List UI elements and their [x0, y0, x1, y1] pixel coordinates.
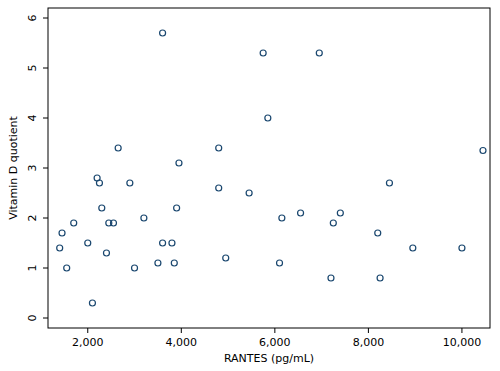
point	[176, 160, 182, 166]
x-tick-label: 2,000	[72, 336, 104, 349]
point	[410, 245, 416, 251]
x-axis-label: RANTES (pg/mL)	[224, 352, 314, 365]
point	[216, 185, 222, 191]
x-tick-label: 10,000	[443, 336, 482, 349]
y-tick	[43, 168, 48, 169]
y-tick	[43, 18, 48, 19]
point	[279, 215, 285, 221]
points	[57, 30, 486, 306]
y-tick-label: 1	[26, 265, 39, 272]
y-tick-label: 6	[26, 15, 39, 22]
background	[0, 0, 500, 371]
point	[459, 245, 465, 251]
point	[316, 50, 322, 56]
y-tick-label: 2	[26, 215, 39, 222]
y-tick	[43, 268, 48, 269]
point	[155, 260, 161, 266]
point	[260, 50, 266, 56]
point	[169, 240, 175, 246]
point	[127, 180, 133, 186]
point	[85, 240, 91, 246]
x-tick	[181, 328, 182, 333]
point	[265, 115, 271, 121]
x-tick	[87, 328, 88, 333]
point	[160, 30, 166, 36]
x-tick-label: 4,000	[166, 336, 198, 349]
point	[174, 205, 180, 211]
point	[110, 220, 116, 226]
y-tick	[43, 118, 48, 119]
point	[103, 250, 109, 256]
point	[328, 275, 334, 281]
chart: 2,000 4,000 6,000 8,000 10,000 0 1 2 3 4 5 6 RANTES …	[0, 0, 500, 371]
point	[298, 210, 304, 216]
point	[223, 255, 229, 261]
point	[59, 230, 65, 236]
point	[160, 240, 166, 246]
point	[377, 275, 383, 281]
point	[57, 245, 63, 251]
plot-frame	[48, 8, 490, 328]
point	[171, 260, 177, 266]
x-tick	[368, 328, 369, 333]
point	[386, 180, 392, 186]
point	[480, 148, 486, 154]
point	[141, 215, 147, 221]
point	[71, 220, 77, 226]
y-axis-label: Vitamin D quotient	[7, 115, 20, 219]
y-tick-label: 4	[26, 115, 39, 122]
point	[99, 205, 105, 211]
point	[330, 220, 336, 226]
x-tick	[461, 328, 462, 333]
y-tick	[43, 68, 48, 69]
point	[64, 265, 70, 271]
point	[246, 190, 252, 196]
y-tick-label: 0	[26, 315, 39, 322]
x-tick	[274, 328, 275, 333]
point	[216, 145, 222, 151]
y-tick	[43, 318, 48, 319]
point	[337, 210, 343, 216]
x-tick-label: 6,000	[259, 336, 291, 349]
y-tick	[43, 218, 48, 219]
point	[132, 265, 138, 271]
point	[375, 230, 381, 236]
point	[277, 260, 283, 266]
point	[96, 180, 102, 186]
x-tick-label: 8,000	[353, 336, 385, 349]
y-tick-label: 5	[26, 65, 39, 72]
point	[115, 145, 121, 151]
y-tick-label: 3	[26, 165, 39, 172]
point	[89, 300, 95, 306]
